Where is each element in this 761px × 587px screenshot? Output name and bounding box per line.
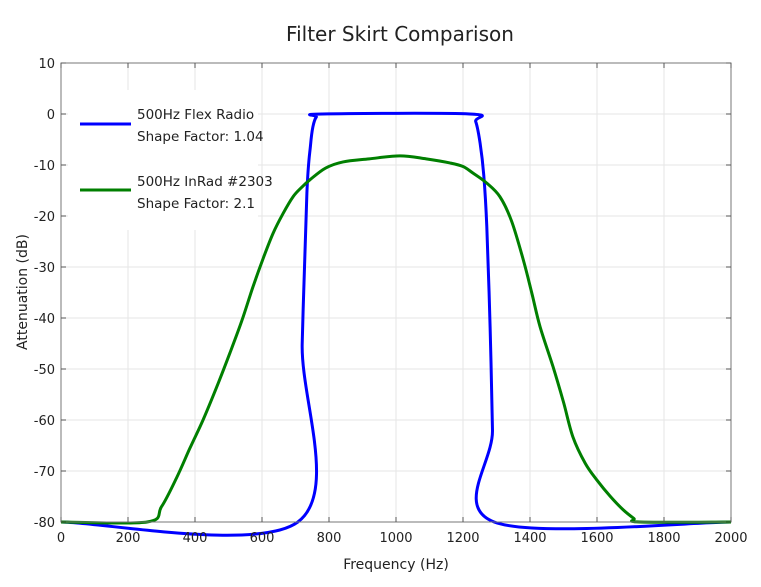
x-tick-label: 800 [317, 531, 342, 546]
legend-label-flex: 500Hz Flex Radio [137, 107, 254, 123]
chart-title: Filter Skirt Comparison [286, 22, 514, 46]
y-tick-label: 10 [38, 57, 55, 72]
x-tick-label: 1800 [647, 531, 680, 546]
y-tick-label: -30 [34, 261, 55, 276]
legend: 500Hz Flex Radio Shape Factor: 1.04 500H… [68, 90, 273, 230]
y-tick-label: -60 [34, 414, 55, 429]
x-tick-label: 1400 [513, 531, 546, 546]
y-tick-label: -20 [34, 210, 55, 225]
series-group [60, 111, 732, 537]
y-tick-label: -80 [34, 516, 55, 531]
x-tick-label: 1600 [580, 531, 613, 546]
y-tick-label: -10 [34, 159, 55, 174]
x-tick-label: 600 [250, 531, 275, 546]
y-tick-label: -50 [34, 363, 55, 378]
inrad-line [60, 154, 732, 525]
flex-radio-line [60, 111, 732, 537]
x-tick-label: 1000 [379, 531, 412, 546]
legend-sub-inrad: Shape Factor: 2.1 [137, 196, 255, 212]
y-tick-label: -40 [34, 312, 55, 327]
x-tick-label: 1200 [446, 531, 479, 546]
x-tick-label: 400 [183, 531, 208, 546]
y-tick-label: -70 [34, 465, 55, 480]
axis-ticks: 0 200 400 600 800 1000 1200 1400 1600 1800 2000 10 0… [34, 57, 748, 546]
legend-box [68, 90, 258, 230]
x-tick-label: 200 [116, 531, 141, 546]
y-tick-label: 0 [47, 108, 55, 123]
legend-label-inrad: 500Hz InRad #2303 [137, 174, 273, 190]
x-axis-label: Frequency (Hz) [343, 557, 449, 573]
x-tick-label: 2000 [714, 531, 747, 546]
y-axis-label: Attenuation (dB) [15, 234, 31, 350]
legend-sub-flex: Shape Factor: 1.04 [137, 129, 264, 145]
x-tick-label: 0 [57, 531, 65, 546]
